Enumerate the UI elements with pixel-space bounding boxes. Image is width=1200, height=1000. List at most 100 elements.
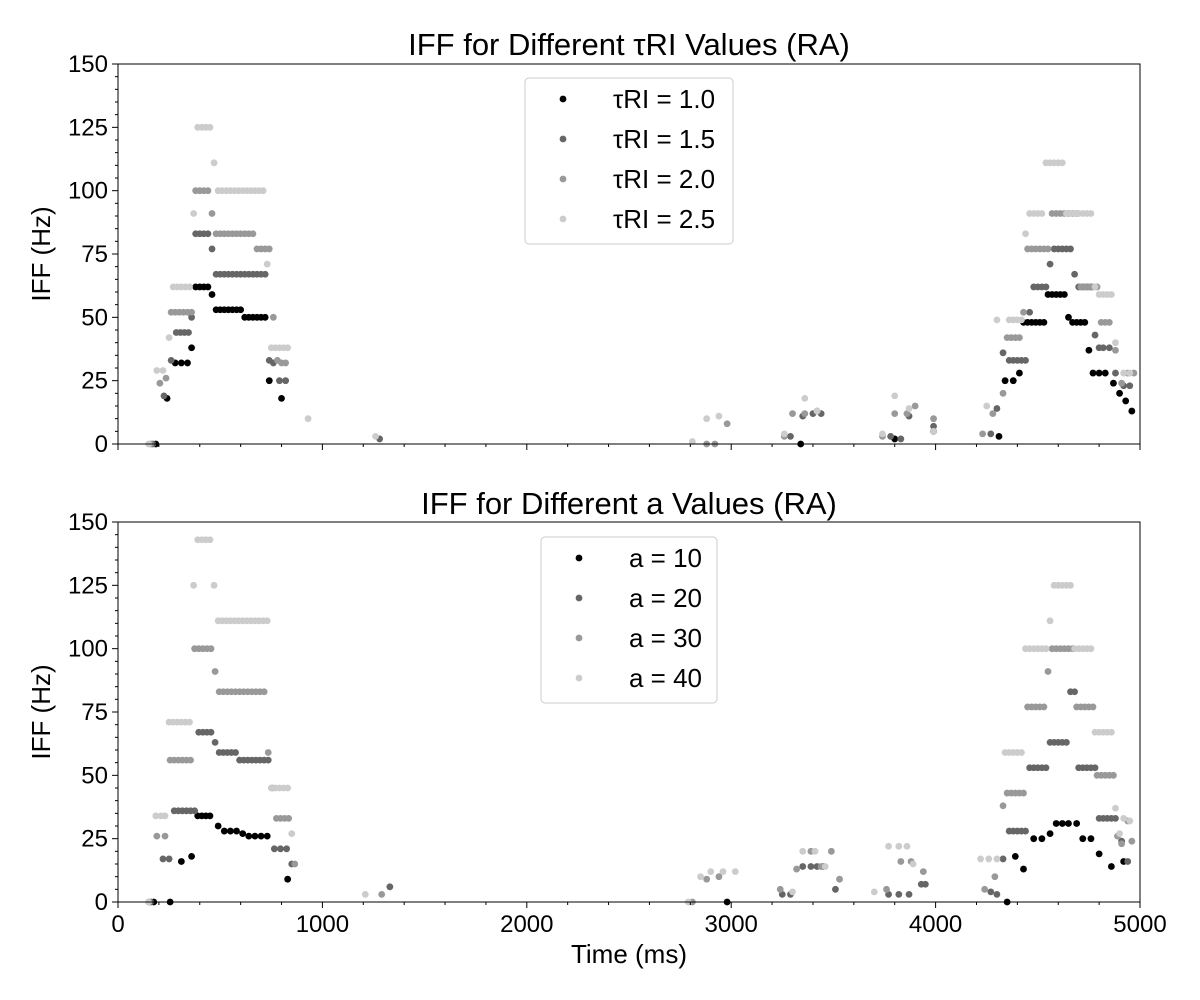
data-point xyxy=(184,359,191,367)
data-point xyxy=(211,739,219,746)
plot-frame xyxy=(117,521,1141,903)
y-tick-label: 0 xyxy=(95,431,108,458)
data-point xyxy=(177,858,185,865)
data-point xyxy=(801,395,809,402)
data-point xyxy=(827,847,835,855)
data-point xyxy=(930,422,937,430)
y-tick-label: 125 xyxy=(68,114,108,141)
legend-marker xyxy=(575,594,583,602)
data-point xyxy=(703,875,711,883)
data-point xyxy=(291,860,299,868)
data-point xyxy=(1022,827,1029,835)
data-point xyxy=(177,359,185,367)
data-point xyxy=(895,891,903,898)
legend-label: a = 10 xyxy=(629,543,702,573)
data-point xyxy=(1042,645,1050,653)
data-point xyxy=(207,645,215,653)
data-point xyxy=(993,891,1001,898)
data-point xyxy=(1128,407,1136,415)
data-point xyxy=(821,863,829,870)
data-point xyxy=(1018,316,1025,324)
data-point xyxy=(801,410,809,417)
data-point xyxy=(807,863,815,870)
data-point xyxy=(688,438,696,445)
data-point xyxy=(1009,377,1017,385)
data-point xyxy=(1067,581,1074,589)
data-point xyxy=(1107,728,1115,736)
data-point xyxy=(1105,344,1113,352)
data-point xyxy=(1105,319,1113,326)
chart-title: IFF for Different a Values (RA) xyxy=(421,486,837,521)
data-point xyxy=(885,842,892,850)
data-point xyxy=(813,407,821,415)
data-point xyxy=(723,420,731,428)
y-tick-label: 75 xyxy=(81,241,108,268)
data-point xyxy=(1091,331,1099,339)
data-point xyxy=(190,581,198,589)
data-point xyxy=(208,210,216,217)
data-point xyxy=(1044,245,1052,253)
data-point xyxy=(1052,820,1060,827)
data-point xyxy=(1087,645,1095,653)
data-point xyxy=(1120,369,1128,377)
data-point xyxy=(891,410,899,417)
data-point xyxy=(1044,668,1052,675)
axis-ticks: 0 25 50 75 100 125 150 xyxy=(68,51,1141,458)
y-axis-label: IFF (Hz) xyxy=(26,664,56,759)
y-tick-label: 75 xyxy=(81,699,108,726)
legend-label: a = 30 xyxy=(629,623,702,653)
data-point xyxy=(1120,815,1128,822)
data-point xyxy=(245,832,253,840)
data-point xyxy=(1065,313,1072,321)
legend-marker xyxy=(575,674,583,682)
data-point xyxy=(1020,865,1027,873)
data-point xyxy=(304,415,312,423)
data-point xyxy=(832,885,839,893)
data-points xyxy=(145,536,1136,906)
data-point xyxy=(260,688,268,696)
data-point xyxy=(715,412,723,420)
data-point xyxy=(372,433,379,440)
data-point xyxy=(887,433,895,440)
data-point xyxy=(269,313,277,321)
legend-label: τRI = 1.0 xyxy=(613,84,715,114)
data-point xyxy=(232,749,239,756)
data-point xyxy=(265,377,273,385)
data-point xyxy=(1099,344,1107,352)
data-point xyxy=(1101,369,1109,377)
data-point xyxy=(895,842,903,850)
data-point xyxy=(283,845,291,853)
data-point xyxy=(187,756,194,764)
data-point xyxy=(1128,837,1136,845)
data-point xyxy=(1001,377,1009,385)
legend-marker xyxy=(559,175,567,183)
data-point xyxy=(1020,308,1027,316)
data-point xyxy=(208,245,216,253)
data-point xyxy=(206,812,214,820)
data-point xyxy=(220,827,228,835)
legend-label: τRI = 2.5 xyxy=(613,204,715,234)
data-point xyxy=(1060,291,1068,298)
x-tick-label: 3000 xyxy=(705,911,758,938)
data-point xyxy=(703,415,711,423)
data-point xyxy=(1063,739,1070,746)
data-point xyxy=(1124,858,1132,865)
data-point xyxy=(780,430,788,438)
data-point xyxy=(905,405,913,412)
legend-marker xyxy=(559,135,567,143)
legend-marker xyxy=(559,95,567,103)
data-point xyxy=(210,159,218,167)
data-point xyxy=(789,410,796,417)
data-point xyxy=(204,187,212,195)
data-point xyxy=(210,581,218,589)
data-point xyxy=(263,617,271,625)
y-tick-label: 150 xyxy=(68,509,108,536)
data-point xyxy=(799,863,807,870)
data-point xyxy=(836,875,843,883)
legend: τRI = 1.0 τRI = 1.5 τRI = 2.0 τRI = 2.5 xyxy=(524,77,734,245)
data-point xyxy=(288,830,296,837)
data-point xyxy=(1118,379,1126,387)
data-point xyxy=(879,430,886,438)
data-point xyxy=(707,868,715,875)
data-point xyxy=(985,855,993,863)
